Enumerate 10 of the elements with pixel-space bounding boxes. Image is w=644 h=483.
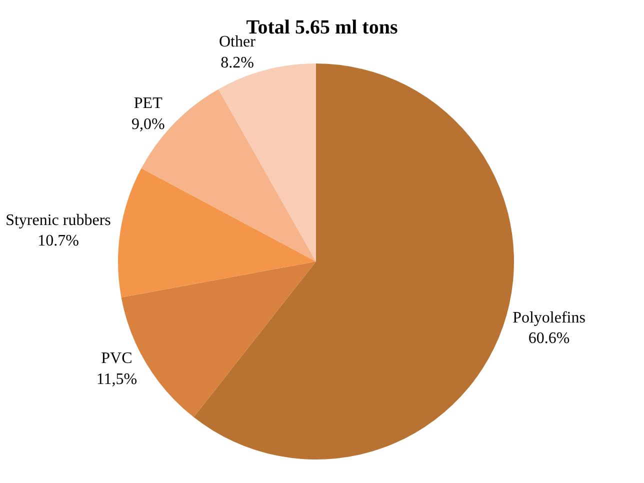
data-label: 8.2% (220, 54, 254, 72)
data-label: 11,5% (96, 370, 138, 388)
slice-label: Styrenic rubbers (6, 212, 111, 229)
slice-label: Polyolefins (512, 309, 586, 326)
data-label: 10.7% (38, 232, 79, 250)
slice-label: PET (134, 95, 163, 112)
slice-label: PVC (101, 350, 132, 368)
data-label: 9,0% (131, 116, 165, 133)
pie-slice (118, 168, 316, 298)
data-label: 60.6% (528, 330, 570, 348)
